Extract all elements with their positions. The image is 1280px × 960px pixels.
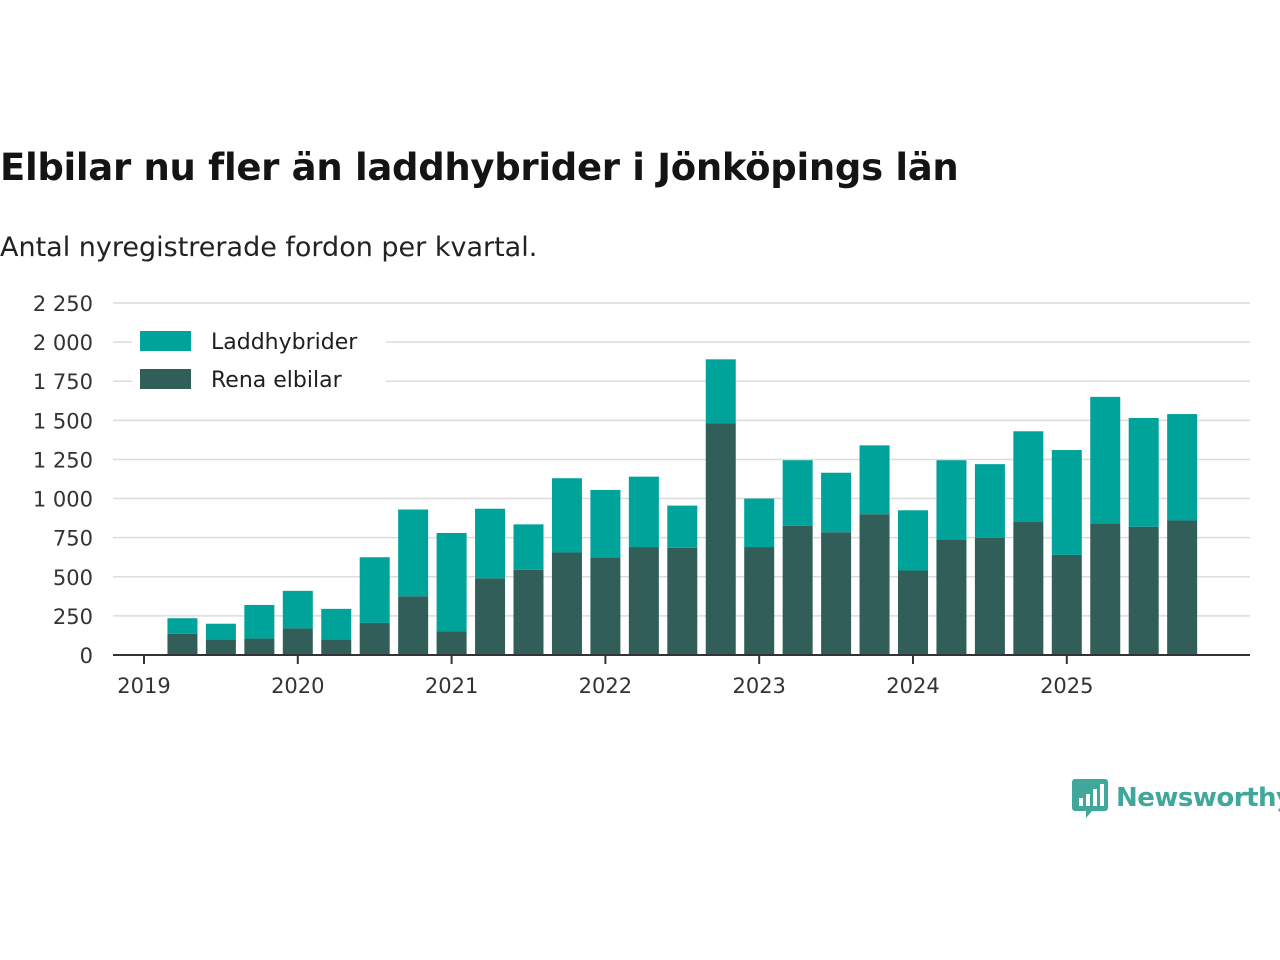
bar-segment <box>590 558 621 655</box>
y-tick-label: 2 250 <box>33 292 93 316</box>
bar-segment <box>744 498 775 548</box>
bar-segment <box>359 622 390 655</box>
y-tick-label: 1 000 <box>33 488 93 512</box>
y-tick-label: 500 <box>53 566 93 590</box>
bar-segment <box>321 608 352 640</box>
bar-segment <box>974 464 1005 538</box>
bar-segment <box>282 628 313 655</box>
x-tick-label: 2023 <box>732 674 785 698</box>
bar-segment <box>859 445 890 515</box>
newsworthy-logo: Newsworthy <box>1072 776 1280 820</box>
bar-segment <box>974 537 1005 655</box>
y-tick-label: 250 <box>53 605 93 629</box>
bar-segment <box>705 423 736 655</box>
y-tick-label: 1 750 <box>33 370 93 394</box>
bar-segment <box>244 604 275 639</box>
bar-segment <box>513 524 544 570</box>
bar-segment <box>1128 526 1159 655</box>
x-tick-label: 2021 <box>425 674 478 698</box>
y-tick-label: 1 250 <box>33 448 93 472</box>
bar-segment <box>1128 417 1159 527</box>
bar-segment <box>475 508 506 579</box>
bar-segment <box>398 509 429 597</box>
brand-name: Newsworthy <box>1116 783 1280 813</box>
bar-segment <box>205 623 236 640</box>
bar-segment <box>551 552 582 655</box>
bar-segment <box>667 505 698 548</box>
bar-segment <box>167 633 198 655</box>
bar-segment <box>475 578 506 655</box>
bar-segment <box>898 570 928 655</box>
bar-segment <box>436 631 467 655</box>
bar-segment <box>1013 431 1044 523</box>
bar-segment <box>628 547 659 655</box>
bar-segment <box>551 478 582 553</box>
bar-segment <box>398 596 429 655</box>
bar-segment <box>244 638 275 655</box>
y-tick-label: 2 000 <box>33 331 93 355</box>
x-tick-label: 2024 <box>886 674 939 698</box>
bar-segment <box>782 460 813 526</box>
chart-subtitle: Antal nyregistrerade fordon per kvartal. <box>0 232 538 263</box>
chart-title: Elbilar nu fler än laddhybrider i Jönköp… <box>0 146 959 189</box>
bar-chart-speech-bubble-icon <box>1072 779 1108 818</box>
bar-segment <box>936 540 967 655</box>
bar-segment <box>821 532 852 655</box>
bar-segment <box>436 532 467 632</box>
bar-segment <box>1051 554 1082 655</box>
bar-segment <box>167 618 198 634</box>
bar-segment <box>359 557 390 623</box>
y-tick-label: 1 500 <box>33 409 93 433</box>
bar-segment <box>1167 520 1198 655</box>
bar-segment <box>321 639 352 655</box>
x-tick-label: 2022 <box>579 674 632 698</box>
bar-segment <box>282 590 313 629</box>
legend-swatch-rena-elbilar <box>140 369 191 389</box>
bar-segment <box>667 547 698 655</box>
legend: Laddhybrider Rena elbilar <box>132 322 386 400</box>
bar-segment <box>705 359 736 424</box>
y-axis-ticks: 0 250 500 750 1 000 1 250 1 500 1 750 2 000 2 250 <box>33 292 93 668</box>
x-tick-label: 2020 <box>271 674 324 698</box>
bar-segment <box>1051 450 1082 555</box>
x-axis: 2019 2020 2021 2022 2023 2024 2025 <box>113 654 1250 698</box>
bars <box>167 359 1198 655</box>
legend-swatch-laddhybrider <box>140 331 191 351</box>
x-tick-label: 2025 <box>1040 674 1093 698</box>
bar-segment <box>1090 523 1121 655</box>
legend-label-laddhybrider: Laddhybrider <box>211 330 358 355</box>
y-tick-label: 0 <box>80 644 93 668</box>
bar-segment <box>859 514 890 655</box>
bar-segment <box>744 547 775 655</box>
bar-segment <box>513 569 544 655</box>
bar-segment <box>1167 414 1198 521</box>
bar-segment <box>936 460 967 541</box>
bar-segment <box>782 525 813 655</box>
x-tick-label: 2019 <box>117 674 170 698</box>
bar-segment <box>590 489 621 559</box>
bar-segment <box>205 639 236 655</box>
bar-segment <box>898 510 928 571</box>
legend-label-rena-elbilar: Rena elbilar <box>211 368 343 393</box>
bar-segment <box>628 476 659 548</box>
bar-segment <box>1013 522 1044 655</box>
y-tick-label: 750 <box>53 527 93 551</box>
bar-segment <box>821 472 852 533</box>
bar-segment <box>1090 396 1121 524</box>
